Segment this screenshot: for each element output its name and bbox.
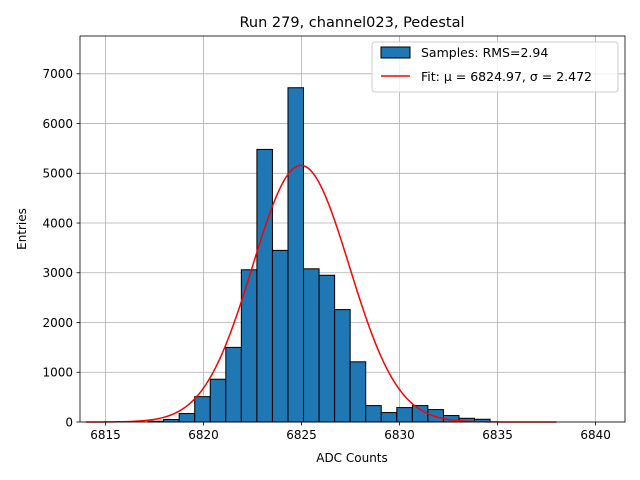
- histogram-bar: [194, 396, 211, 423]
- x-tick-label: 6840: [580, 428, 611, 442]
- histogram-bar: [349, 361, 367, 423]
- histogram-bar: [287, 87, 305, 423]
- y-tick-label: 3000: [42, 266, 73, 280]
- legend-histogram-label: Samples: RMS=2.94: [421, 45, 548, 60]
- plot-frame: [79, 35, 626, 423]
- histogram-bar: [380, 412, 398, 423]
- histogram-bar: [365, 405, 382, 423]
- histogram-bar: [427, 409, 444, 423]
- histogram-bar: [334, 309, 351, 423]
- histogram-bar: [318, 274, 336, 423]
- x-tick-label: 6835: [482, 428, 513, 442]
- histogram-bar: [271, 249, 289, 423]
- x-tick-label: 6815: [90, 428, 121, 442]
- y-axis-label: Entries: [15, 208, 29, 250]
- y-tick-label: 4000: [42, 216, 73, 230]
- x-tick-label: 6830: [384, 428, 415, 442]
- x-tick-label: 6820: [188, 428, 219, 442]
- y-tick-label: 5000: [42, 167, 73, 181]
- y-tick-label: 2000: [42, 316, 73, 330]
- legend-fit-label: Fit: μ = 6824.97, σ = 2.472: [421, 69, 592, 84]
- histogram-bar: [303, 268, 320, 423]
- legend: Samples: RMS=2.94 Fit: μ = 6824.97, σ = …: [371, 41, 619, 93]
- y-tick-label: 6000: [42, 117, 73, 131]
- histogram-bar: [396, 407, 413, 423]
- histogram-bar: [411, 405, 429, 423]
- y-axis-ticks: 0 1000 2000 3000 4000 5000 6000 7000: [42, 67, 80, 429]
- histogram-bar: [256, 148, 273, 423]
- histogram-bars: [147, 87, 491, 423]
- legend-histogram-swatch: [380, 46, 411, 59]
- histogram-bar: [225, 346, 242, 423]
- y-tick-label: 7000: [42, 67, 73, 81]
- x-axis-ticks: 6815 6820 6825 6830 6835 6840: [90, 422, 611, 442]
- chart-title: Run 279, channel023, Pedestal: [239, 15, 464, 31]
- legend-box: [371, 41, 619, 93]
- x-axis-label: ADC Counts: [316, 451, 388, 465]
- y-tick-label: 1000: [42, 366, 73, 380]
- x-tick-label: 6825: [286, 428, 317, 442]
- histogram-bar: [209, 378, 227, 423]
- histogram-bar: [178, 413, 196, 423]
- y-tick-label: 0: [65, 415, 73, 429]
